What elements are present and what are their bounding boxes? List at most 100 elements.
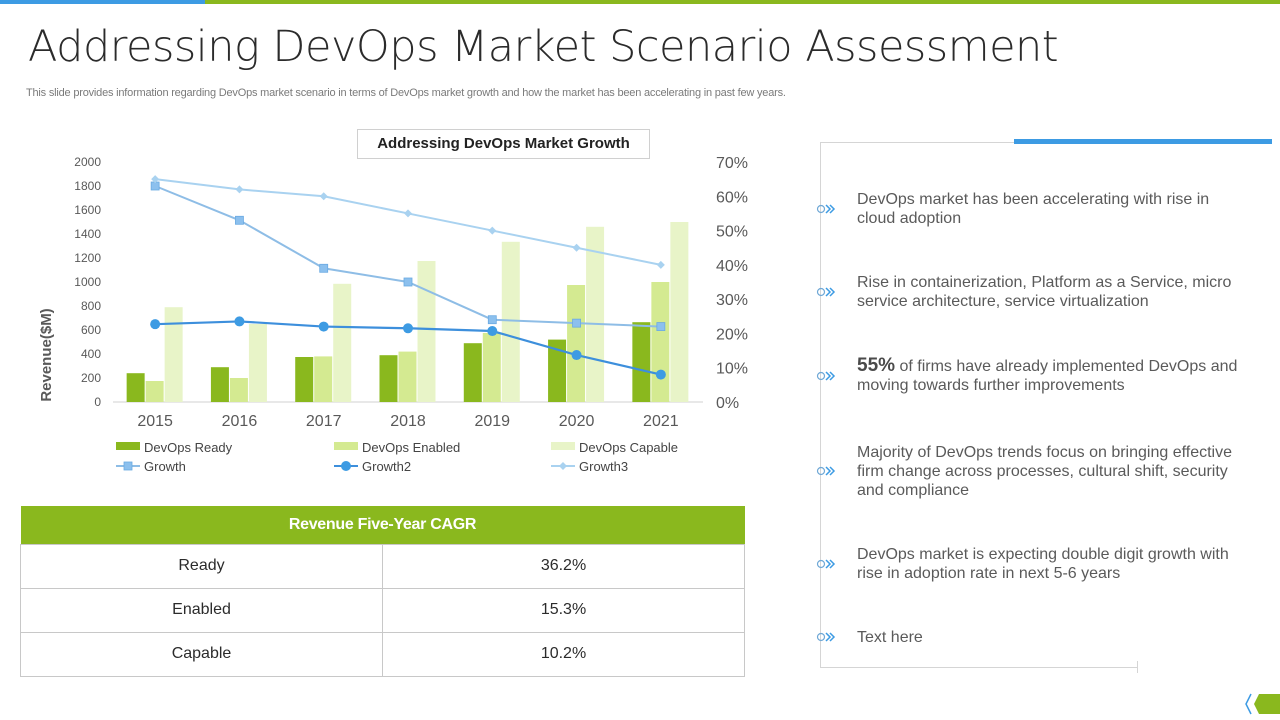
green-tab-shape — [1254, 694, 1280, 714]
y2-tick-label: 50% — [716, 224, 748, 241]
point-growth2 — [403, 323, 413, 334]
legend-label: DevOps Ready — [144, 440, 233, 455]
panel-frame-top — [820, 142, 1015, 143]
circle-double-chevron-icon — [816, 632, 836, 642]
x-tick-label: 2017 — [306, 413, 342, 430]
page-subtitle: This slide provides information regardin… — [26, 87, 786, 99]
panel-frame-tick — [1137, 661, 1138, 673]
y-tick-label: 1600 — [74, 203, 101, 217]
circle-double-chevron-icon — [816, 371, 836, 381]
bar-devops-enabled — [314, 356, 333, 402]
y2-tick-label: 30% — [716, 292, 748, 309]
bar-devops-enabled — [651, 282, 670, 402]
top-accent-bar-green — [205, 0, 1280, 4]
bullet-text: 55% of firms have already implemented De… — [857, 356, 1242, 395]
bar-devops-ready — [210, 367, 229, 402]
bar-devops-enabled — [398, 351, 417, 402]
point-growth3 — [235, 185, 244, 194]
bar-devops-ready — [126, 373, 145, 402]
bar-devops-ready — [463, 343, 482, 402]
point-growth — [235, 215, 244, 225]
point-growth3 — [404, 209, 412, 218]
chart-title: Addressing DevOps Market Growth — [357, 129, 650, 159]
point-growth2 — [234, 316, 245, 327]
legend-label: DevOps Enabled — [362, 440, 460, 455]
x-tick-label: 2021 — [643, 413, 679, 430]
bar-devops-enabled — [482, 333, 501, 402]
bullet-text: DevOps market has been accelerating with… — [857, 191, 1210, 227]
row-value: 36.2% — [382, 543, 745, 589]
point-growth3 — [656, 260, 665, 269]
x-tick-label: 2018 — [390, 413, 426, 430]
bars — [126, 222, 689, 402]
x-tick-label: 2020 — [559, 413, 595, 430]
point-growth3 — [572, 243, 581, 252]
point-growth3 — [488, 226, 497, 235]
circle-double-chevron-icon — [816, 287, 836, 297]
panel-frame-bottom — [820, 667, 1138, 668]
point-growth — [403, 277, 413, 287]
y2-tick-label: 10% — [716, 361, 748, 378]
point-growth3 — [151, 175, 160, 184]
table-row: Ready 36.2% — [20, 543, 745, 589]
legend-marker-growth — [123, 461, 133, 471]
legend-label: Growth2 — [362, 459, 411, 474]
bar-devops-ready — [548, 339, 567, 402]
previous-slide-button[interactable] — [1243, 692, 1280, 716]
y2-tick-label: 60% — [716, 189, 748, 206]
legend-swatch-devops-enabled — [334, 442, 358, 450]
top-accent-bar-blue — [0, 0, 205, 4]
point-growth — [150, 181, 160, 191]
point-growth3 — [319, 192, 328, 201]
legend-marker-growth3 — [559, 462, 567, 470]
y-tick-label: 1000 — [74, 275, 101, 289]
legend-swatch-devops-capable — [551, 442, 575, 450]
y-tick-label: 1200 — [74, 251, 101, 265]
legend-marker-growth2 — [341, 461, 351, 471]
y2-tick-label: 70% — [716, 155, 748, 172]
point-growth2 — [318, 321, 329, 332]
point-growth2 — [655, 369, 666, 380]
legend-swatch-devops-ready — [116, 442, 140, 450]
y2-axis-ticks: 0% 10% 20% 30% 40% 50% 60% 70% — [716, 155, 748, 412]
y-axis-ticks: 0 200 400 600 800 1000 1200 1400 1600 1800 2000 — [74, 155, 101, 409]
point-growth2 — [150, 319, 161, 330]
point-growth — [572, 318, 581, 328]
bar-devops-capable — [333, 283, 352, 402]
lines — [150, 175, 666, 380]
table-row: Capable 10.2% — [20, 631, 745, 677]
legend-label: Growth3 — [579, 459, 628, 474]
y-tick-label: 200 — [81, 371, 101, 385]
panel-frame-left — [820, 142, 821, 668]
y-tick-label: 600 — [81, 323, 101, 337]
panel-accent-bar — [1014, 139, 1272, 144]
circle-double-chevron-icon — [816, 204, 836, 214]
y-tick-label: 1800 — [74, 179, 101, 193]
bullet-text: Text here — [857, 629, 923, 646]
x-tick-label: 2016 — [222, 413, 258, 430]
bar-devops-enabled — [567, 285, 586, 402]
legend-label: DevOps Capable — [579, 440, 678, 455]
point-growth — [319, 263, 329, 273]
x-tick-label: 2019 — [474, 413, 510, 430]
point-growth2 — [487, 326, 498, 337]
row-label: Ready — [20, 543, 383, 589]
cagr-table: Revenue Five-Year CAGR Ready 36.2% Enabl… — [20, 506, 745, 677]
circle-double-chevron-icon — [816, 466, 836, 476]
y-axis-label: Revenue($M) — [38, 308, 55, 401]
bullet-text: Rise in containerization, Platform as a … — [857, 274, 1232, 310]
market-growth-chart: 0 200 400 600 800 1000 1200 1400 1600 1800 2000 0%… — [38, 155, 748, 474]
bar-devops-enabled — [229, 378, 248, 402]
bar-devops-capable — [417, 261, 436, 402]
cagr-table-header: Revenue Five-Year CAGR — [20, 506, 745, 544]
bar-devops-ready — [379, 355, 398, 402]
bullet-text-rest: of firms have already implemented DevOps… — [857, 358, 1238, 394]
point-growth — [656, 322, 666, 331]
point-growth — [487, 315, 497, 325]
row-value: 10.2% — [382, 631, 745, 677]
y2-tick-label: 0% — [716, 395, 739, 412]
x-tick-label: 2015 — [137, 413, 173, 430]
y2-tick-label: 40% — [716, 258, 748, 275]
bar-devops-ready — [295, 357, 314, 402]
row-value: 15.3% — [382, 587, 745, 633]
